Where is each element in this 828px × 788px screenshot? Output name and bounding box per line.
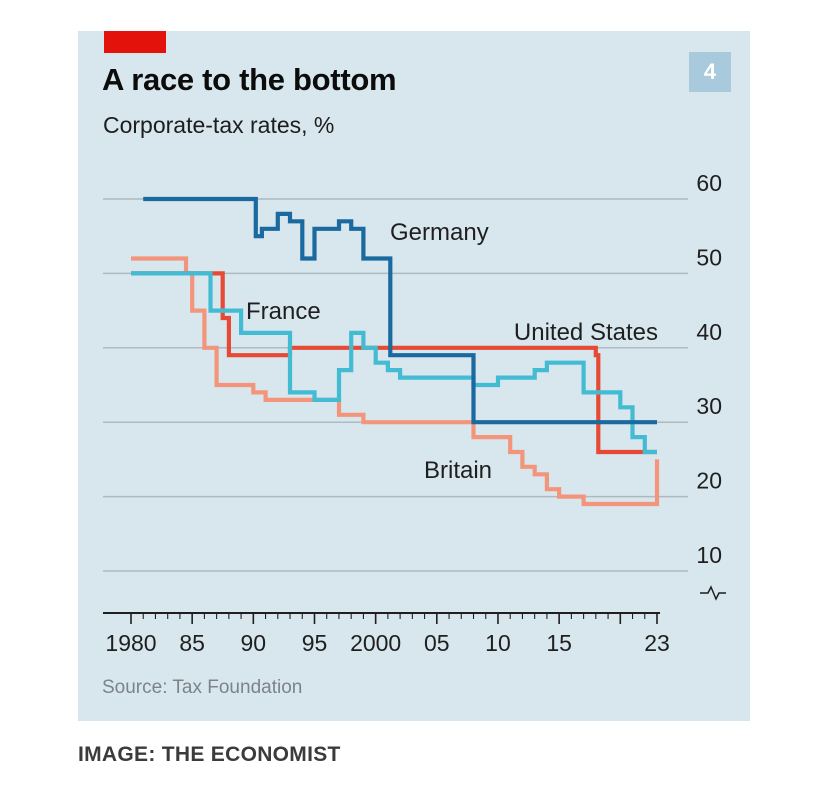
y-tick-label-30: 30 [696,393,722,419]
series-line-france [131,271,657,455]
y-tick-label-50: 50 [696,244,722,270]
series-line-britain [131,256,660,507]
series-lines [131,196,660,507]
series-line-germany [143,196,657,425]
brand-red-bar [104,31,166,53]
x-axis: 1980 85 90 95 2000 05 10 15 23 [103,612,670,656]
series-label-united-states: United States [514,319,658,346]
x-tick-label-1980: 1980 [105,630,156,656]
series-labels: Germany France United States Britain [246,219,658,484]
source-note: Source: Tax Foundation [102,677,303,698]
chart-title: A race to the bottom [102,62,397,97]
chart-number-badge: 4 [689,52,731,92]
y-tick-label-10: 10 [696,542,722,568]
series-label-germany: Germany [390,219,489,246]
image-credit: IMAGE: THE ECONOMIST [78,743,341,766]
gridlines: 10 20 30 40 50 60 [103,170,726,601]
y-tick-label-40: 40 [696,319,722,345]
y-tick-label-60: 60 [696,170,722,196]
series-label-france: France [246,298,321,325]
x-tick-label-2000: 2000 [350,630,401,656]
x-tick-label-95: 95 [302,630,328,656]
y-tick-label-20: 20 [696,468,722,494]
x-tick-label-15: 15 [546,630,572,656]
x-tick-label-90: 90 [241,630,267,656]
x-tick-label-05: 05 [424,630,450,656]
x-tick-label-85: 85 [179,630,205,656]
series-label-britain: Britain [424,457,492,484]
x-tick-label-10: 10 [485,630,511,656]
axis-break-icon [700,585,726,601]
chart-subtitle: Corporate-tax rates, % [103,112,335,138]
x-tick-label-23: 23 [644,630,670,656]
